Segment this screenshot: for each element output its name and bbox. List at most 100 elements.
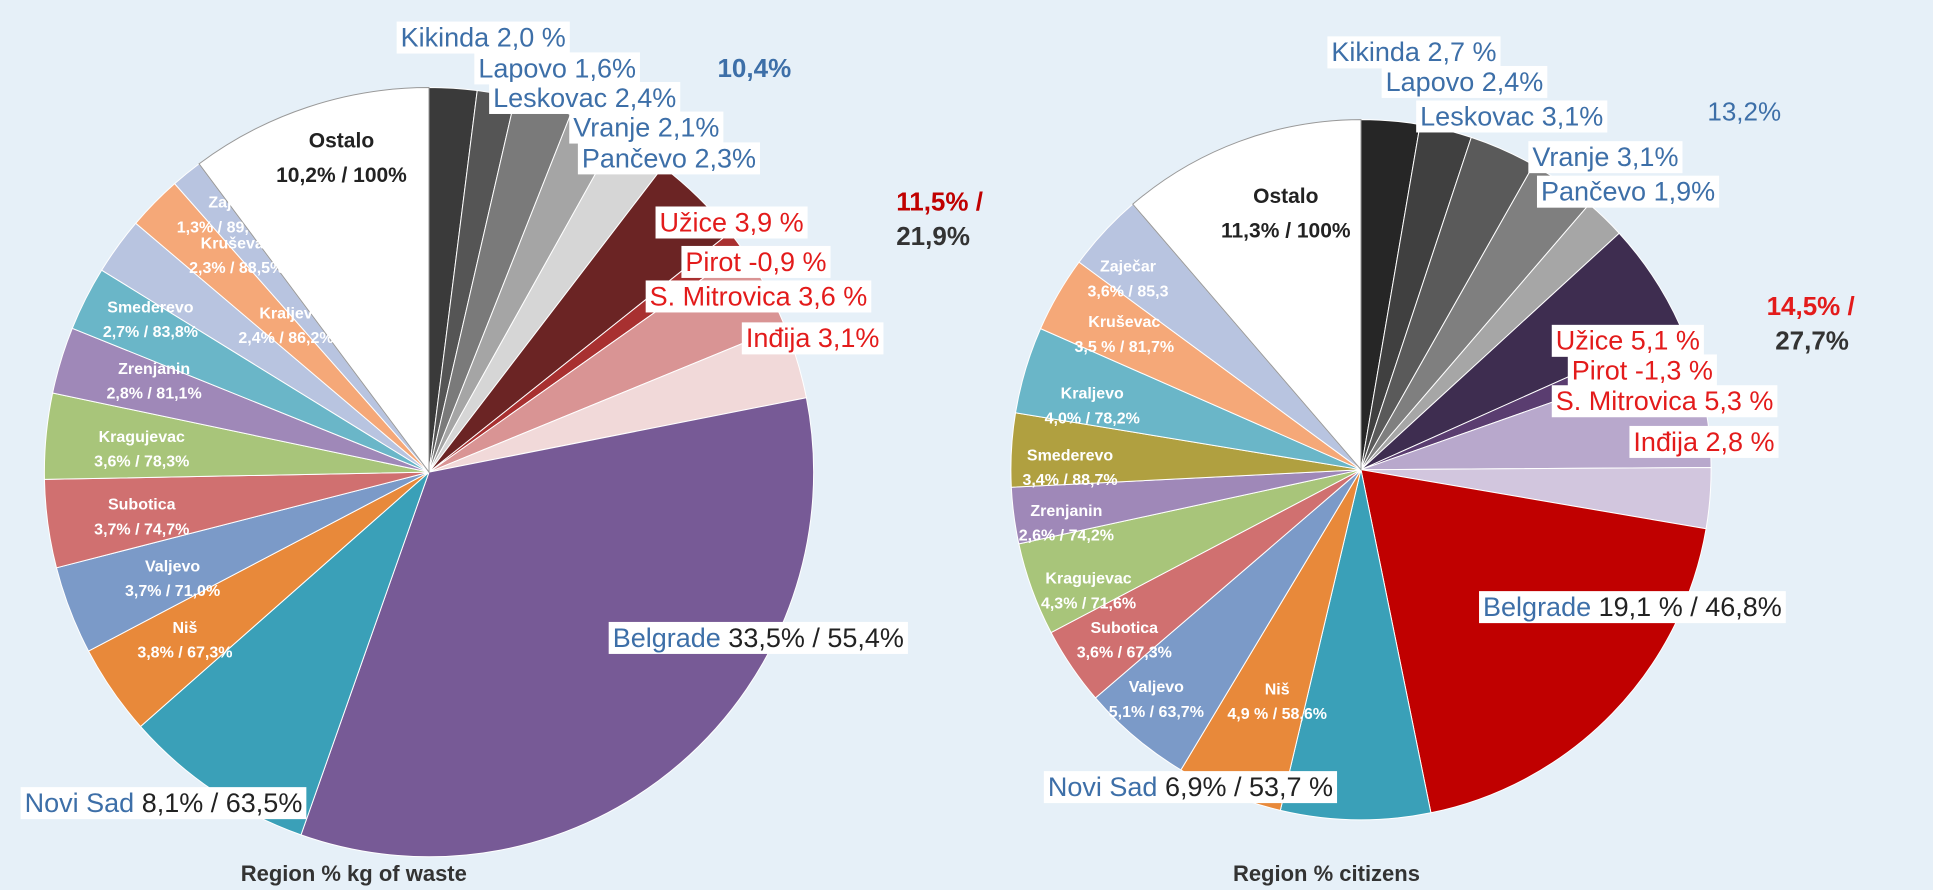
category-name: Ostalo bbox=[1253, 185, 1318, 208]
value-label: 3,6 % bbox=[798, 281, 867, 311]
category-name: Novi Sad bbox=[25, 788, 135, 818]
category-name: Belgrade bbox=[1483, 592, 1591, 622]
annotation: 14,5% / bbox=[1767, 291, 1855, 321]
label-background bbox=[20, 787, 307, 820]
value-label: 2,7 % bbox=[1427, 37, 1496, 67]
category-name: Lapovo bbox=[1386, 67, 1475, 97]
pie-slice bbox=[1279, 469, 1432, 821]
slice-label-text: S. Mitrovica 5,3 % bbox=[1556, 386, 1774, 416]
category-name: Zaječar bbox=[1100, 259, 1156, 276]
slice-label-text: Užice 3,9 % bbox=[660, 207, 804, 237]
annotation: 11,5% / bbox=[896, 186, 983, 216]
category-name: Niš bbox=[172, 620, 197, 637]
slice-label-text: Inđija 2,8 % bbox=[1633, 427, 1774, 457]
slice-label: Kikinda 2,0 % bbox=[396, 21, 570, 54]
slice-label-text: Vranje 3,1% bbox=[1532, 142, 1678, 172]
category-name: Vranje bbox=[1532, 142, 1609, 172]
slice-label-text: Leskovac 3,1% bbox=[1420, 101, 1603, 131]
label-background bbox=[655, 206, 808, 239]
category-name: Novi Sad bbox=[1048, 772, 1158, 802]
slice-label: Novi Sad 8,1% / 63,5% bbox=[20, 787, 307, 820]
category-name: Užice bbox=[660, 207, 728, 237]
slice-label-text: Pirot -1,3 % bbox=[1572, 355, 1713, 385]
label-background bbox=[1479, 591, 1786, 624]
value-label: 3,1% bbox=[1617, 142, 1679, 172]
category-name: Ostalo bbox=[309, 129, 374, 152]
slice-label-text: Pirot -0,9 % bbox=[685, 247, 826, 277]
category-name: Valjevo bbox=[145, 558, 200, 575]
pie-slice bbox=[300, 397, 815, 858]
label-background bbox=[1381, 65, 1548, 98]
category-name: Lapovo bbox=[478, 53, 567, 83]
annotation: 21,9% bbox=[896, 221, 970, 251]
label-background bbox=[474, 52, 640, 85]
slice-label: Lapovo 2,4% bbox=[1381, 65, 1548, 98]
category-name: Subotica bbox=[1091, 620, 1159, 637]
label-background bbox=[1327, 36, 1501, 69]
category-name: Smederevo bbox=[107, 299, 193, 316]
slice-label: S. Mitrovica 3,6 % bbox=[645, 280, 872, 313]
slice-label: Užice 5,1 % bbox=[1551, 324, 1704, 357]
slice-label-text: Kikinda 2,7 % bbox=[1331, 37, 1496, 67]
label-background bbox=[1528, 141, 1683, 174]
value-label: 3,4% / 88,7% bbox=[1022, 472, 1117, 489]
category-name: Leskovac bbox=[493, 83, 607, 113]
category-name: Kragujevac bbox=[1045, 571, 1131, 588]
slice-label-text: Belgrade 33,5% / 55,4% bbox=[613, 623, 904, 653]
value-label: 1,6% bbox=[574, 53, 636, 83]
value-label: 2,1% bbox=[658, 113, 720, 143]
category-name: Užice bbox=[1556, 326, 1624, 356]
slice-label: Vranje 2,1% bbox=[569, 111, 724, 144]
category-name: Belgrade bbox=[613, 623, 721, 653]
value-label: 19,1 % / 46,8% bbox=[1599, 592, 1782, 622]
value-label: 3,1% bbox=[1542, 101, 1604, 131]
value-label: 4,3% / 71,6% bbox=[1041, 595, 1136, 612]
slice-label: Inđija 2,8 % bbox=[1629, 425, 1779, 458]
value-label: 1,3% / 89,8% bbox=[177, 219, 272, 236]
category-name: Pančevo bbox=[582, 143, 687, 173]
value-label: 11,3% / 100% bbox=[1221, 219, 1351, 242]
slice-label-text: Pančevo 2,3% bbox=[582, 143, 756, 173]
annotation: 10,4% bbox=[717, 53, 791, 83]
category-name: Inđija bbox=[746, 323, 812, 353]
label-background bbox=[577, 142, 761, 175]
slice-label-text: Kikinda 2,0 % bbox=[401, 23, 566, 53]
value-label: 10,2% / 100% bbox=[276, 164, 407, 187]
slice-label: Pirot -0,9 % bbox=[681, 245, 831, 278]
slice-label-text: Pančevo 1,9% bbox=[1541, 177, 1715, 207]
value-label: 2,3% bbox=[694, 143, 756, 173]
slice-label: Leskovac 2,4% bbox=[489, 81, 681, 114]
category-name: Kruševac bbox=[1088, 314, 1160, 331]
value-label: 2,4% / 86,2% bbox=[238, 330, 333, 347]
slice-label-text: Leskovac 2,4% bbox=[493, 83, 676, 113]
slice-label: Užice 3,9 % bbox=[655, 206, 808, 239]
value-label: 2,4% bbox=[1482, 67, 1544, 97]
category-name: Zrenjanin bbox=[1030, 503, 1102, 520]
value-label: -1,3 % bbox=[1635, 355, 1713, 385]
chart-title: Region % citizens bbox=[1233, 861, 1420, 886]
value-label: 4,0% / 78,2% bbox=[1045, 410, 1140, 427]
label-background bbox=[608, 621, 908, 654]
value-label: 2,6% / 74,2% bbox=[1019, 527, 1114, 544]
label-background bbox=[1043, 771, 1338, 804]
annotation: 13,2% bbox=[1707, 96, 1781, 126]
category-name: Kragujevac bbox=[99, 429, 185, 446]
category-name: Kruševac bbox=[201, 235, 273, 252]
category-name: Smederevo bbox=[1027, 447, 1113, 464]
value-label: 1,9% bbox=[1654, 177, 1716, 207]
value-label: 5,1% / 63,7% bbox=[1109, 704, 1204, 721]
category-name: Pančevo bbox=[1541, 177, 1646, 207]
category-name: S. Mitrovica bbox=[1556, 386, 1698, 416]
value-label: 33,5% / 55,4% bbox=[728, 623, 904, 653]
category-name: Valjevo bbox=[1129, 679, 1184, 696]
annotation: 27,7% bbox=[1775, 326, 1849, 356]
slice-label: Pančevo 2,3% bbox=[577, 142, 761, 175]
slice-label-text: Užice 5,1 % bbox=[1556, 326, 1700, 356]
label-background bbox=[1536, 175, 1720, 208]
chart-title: Region % kg of waste bbox=[241, 861, 467, 886]
category-name: Subotica bbox=[108, 497, 176, 514]
slice-label-text: Novi Sad 6,9% / 53,7 % bbox=[1048, 772, 1333, 802]
value-label: 5,3 % bbox=[1704, 386, 1773, 416]
value-label: 3,7% / 74,7% bbox=[94, 521, 189, 538]
